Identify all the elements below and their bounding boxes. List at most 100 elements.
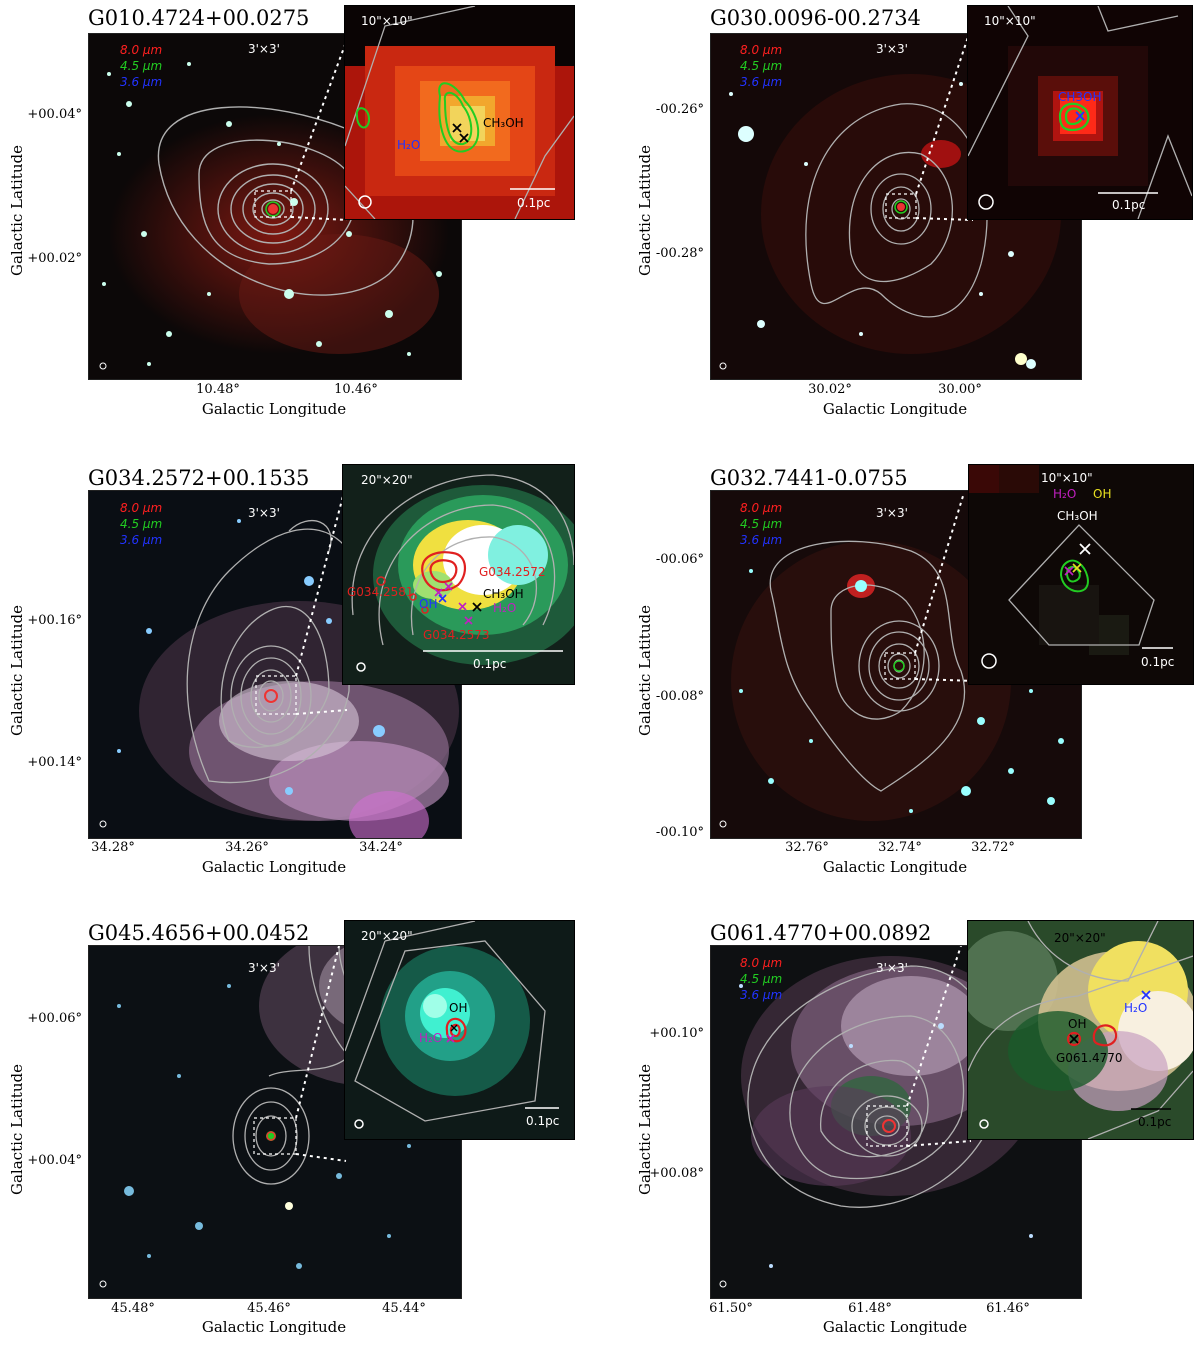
x-axis-label: Galactic Longitude xyxy=(201,858,347,876)
legend-45um: 4.5 μm xyxy=(740,972,783,986)
xtick: 61.46° xyxy=(986,1301,1030,1316)
scale-bar-label: 0.1pc xyxy=(517,196,551,210)
xtick: 34.24° xyxy=(359,840,403,855)
label-h2o: H₂O xyxy=(1124,1001,1148,1015)
label-ch3oh: CH₃OH xyxy=(483,587,524,601)
legend: 8.0 μm 4.5 μm 3.6 μm xyxy=(740,500,782,548)
label-oh: OH xyxy=(1093,487,1112,501)
y-axis-label: Galactic Latitude xyxy=(636,605,654,736)
xtick: 10.48° xyxy=(196,382,240,397)
panel-title: G010.4724+00.0275 xyxy=(88,6,310,30)
field-size: 3'×3' xyxy=(876,42,908,56)
inset-size: 10"×10" xyxy=(984,14,1036,28)
label-h2o: H₂O xyxy=(419,1031,443,1045)
label-h2o: H₂O xyxy=(397,138,421,152)
xtick: 32.76° xyxy=(785,840,829,855)
y-axis-label: Galactic Latitude xyxy=(636,145,654,276)
panel-g030: G030.0096-00.2734 xyxy=(600,0,1200,447)
legend-8um: 8.0 μm xyxy=(740,501,783,515)
legend-36um: 3.6 μm xyxy=(740,988,783,1002)
field-size: 3'×3' xyxy=(876,961,908,975)
y-axis-label: Galactic Latitude xyxy=(8,145,26,276)
legend-8um: 8.0 μm xyxy=(740,956,783,970)
legend-45um: 4.5 μm xyxy=(740,59,783,73)
xtick: 45.46° xyxy=(247,1301,291,1316)
panel-title: G045.4656+00.0452 xyxy=(88,921,310,945)
legend: 8.0 μm 4.5 μm 3.6 μm xyxy=(740,955,782,1003)
legend: 8.0 μm 4.5 μm 3.6 μm xyxy=(740,42,782,90)
rgb-image xyxy=(88,490,462,839)
panel-g045: G045.4656+00.0452 xyxy=(0,915,600,1362)
label-source-a: G034.2572 xyxy=(479,565,546,579)
legend: 8.0 μm 4.5 μm 3.6 μm xyxy=(120,500,162,548)
panel-g032: G032.7441-0.0755 xyxy=(600,460,1200,907)
panel-g010: G010.4724+00.0275 xyxy=(0,0,600,447)
legend-36um: 3.6 μm xyxy=(120,533,163,547)
xtick: 34.28° xyxy=(91,840,135,855)
x-axis-label: Galactic Longitude xyxy=(201,400,347,418)
label-ch3oh: CH₃OH xyxy=(483,116,524,130)
panel-title: G034.2572+00.1535 xyxy=(88,466,310,490)
panel-title: G030.0096-00.2734 xyxy=(710,6,921,30)
label-ch3oh: CH₃OH xyxy=(1057,509,1098,523)
zoom-inset: 10"×10" H₂O OH CH₃OH 0.1pc xyxy=(968,464,1194,685)
legend-8um: 8.0 μm xyxy=(120,501,163,515)
rgb-image xyxy=(710,945,1082,1299)
xtick: 32.72° xyxy=(971,840,1015,855)
panel-g034: G034.2572+00.1535 xyxy=(0,460,600,907)
panel-g061: G061.4770+00.0892 xyxy=(600,915,1200,1362)
y-axis-label: Galactic Latitude xyxy=(8,605,26,736)
x-axis-label: Galactic Longitude xyxy=(822,400,968,418)
panel-title: G032.7441-0.0755 xyxy=(710,466,908,490)
x-axis-label: Galactic Longitude xyxy=(201,1318,347,1336)
legend-45um: 4.5 μm xyxy=(120,59,163,73)
ytick: +00.14° xyxy=(27,755,82,770)
ytick: -00.28° xyxy=(655,246,704,261)
scale-bar-label: 0.1pc xyxy=(1112,198,1146,212)
xtick: 30.00° xyxy=(938,382,982,397)
label-oh: OH xyxy=(419,597,438,611)
panel-title: G061.4770+00.0892 xyxy=(710,921,932,945)
legend-8um: 8.0 μm xyxy=(120,43,163,57)
label-oh: OH xyxy=(449,1001,468,1015)
field-size: 3'×3' xyxy=(876,506,908,520)
legend-36um: 3.6 μm xyxy=(120,75,163,89)
ytick: +00.04° xyxy=(27,107,82,122)
field-size: 3'×3' xyxy=(248,961,280,975)
ytick: +00.10° xyxy=(649,1026,704,1041)
label-source-c: G034.2573 xyxy=(423,628,490,642)
zoom-inset: 20"×20" OH H₂O 0.1pc xyxy=(344,920,575,1140)
zoom-inset: 20"×20" H₂O OH G061.4770 0.1pc xyxy=(967,920,1194,1140)
ytick: +00.08° xyxy=(649,1166,704,1181)
scale-bar-label: 0.1pc xyxy=(526,1114,560,1128)
legend-36um: 3.6 μm xyxy=(740,75,783,89)
xtick: 61.50° xyxy=(709,1301,753,1316)
zoom-inset: 20"×20" G034.2572 G034.2581 OH CH₃OH H₂O… xyxy=(342,464,575,685)
ytick: +00.06° xyxy=(27,1011,82,1026)
inset-size: 10"×10" xyxy=(361,14,413,28)
xtick: 45.48° xyxy=(111,1301,155,1316)
ytick: +00.02° xyxy=(27,251,82,266)
xtick: 30.02° xyxy=(808,382,852,397)
xtick: 32.74° xyxy=(878,840,922,855)
ytick: +00.04° xyxy=(27,1153,82,1168)
inset-size: 20"×20" xyxy=(361,473,413,487)
y-axis-label: Galactic Latitude xyxy=(8,1064,26,1195)
label-h2o: H₂O xyxy=(1053,487,1077,501)
label-source: G061.4770 xyxy=(1056,1051,1123,1065)
field-size: 3'×3' xyxy=(248,506,280,520)
legend: 8.0 μm 4.5 μm 3.6 μm xyxy=(120,42,162,90)
xtick: 10.46° xyxy=(334,382,378,397)
legend-8um: 8.0 μm xyxy=(740,43,783,57)
inset-size: 20"×20" xyxy=(1054,931,1106,945)
xtick: 61.48° xyxy=(848,1301,892,1316)
zoom-inset: 10"×10" CH₃OH H₂O 0.1pc xyxy=(344,5,575,220)
legend-36um: 3.6 μm xyxy=(740,533,783,547)
ytick: -00.08° xyxy=(655,689,704,704)
y-axis-label: Galactic Latitude xyxy=(636,1064,654,1195)
label-oh: OH xyxy=(1068,1017,1087,1031)
legend-45um: 4.5 μm xyxy=(120,517,163,531)
scale-bar-label: 0.1pc xyxy=(1141,655,1175,669)
field-size: 3'×3' xyxy=(248,42,280,56)
scale-bar-label: 0.1pc xyxy=(473,657,507,671)
